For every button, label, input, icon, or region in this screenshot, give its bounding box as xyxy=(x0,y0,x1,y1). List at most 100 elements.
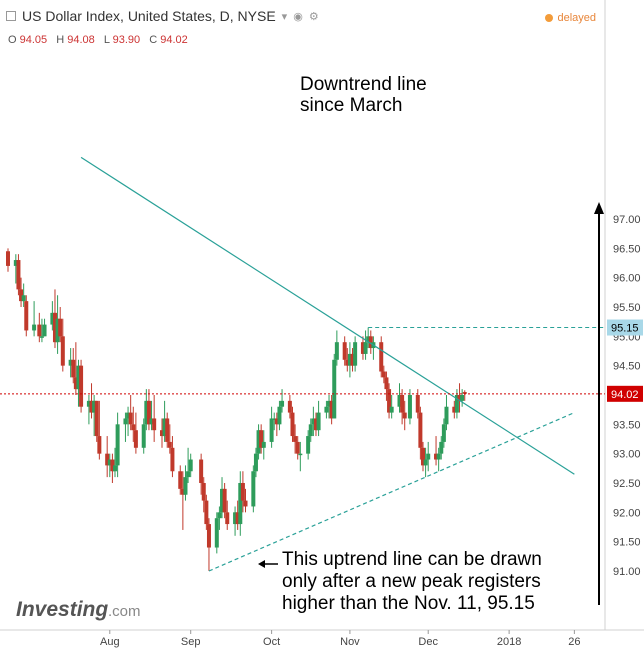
candle-body xyxy=(306,436,311,454)
annotation-uptrend-line2: only after a new peak registers xyxy=(282,571,541,592)
candle-body xyxy=(24,301,29,331)
candle-body xyxy=(439,441,444,454)
candle-body xyxy=(397,394,402,407)
x-tick-label: Dec xyxy=(418,636,438,648)
candle-body xyxy=(462,392,467,394)
high-value: 94.08 xyxy=(67,34,95,46)
candle-body xyxy=(55,318,60,343)
candle-body xyxy=(206,524,211,548)
y-tick-label: 92.00 xyxy=(613,507,641,519)
open-key: O xyxy=(8,34,17,46)
annotation-uptrend-line1: This uptrend line can be drawn xyxy=(282,549,542,570)
candle-body xyxy=(368,336,373,349)
candle-body xyxy=(313,418,318,431)
candle-body xyxy=(201,482,206,501)
candle-body xyxy=(324,406,329,413)
candle-body xyxy=(418,412,423,448)
candle-body xyxy=(37,324,42,337)
annotation-uptrend-line3: higher than the Nov. 11, 95.15 xyxy=(282,593,535,614)
candle-body xyxy=(79,365,84,407)
candle-body xyxy=(214,518,219,548)
candle-body xyxy=(126,412,131,419)
candle-body xyxy=(240,482,245,501)
candle-body xyxy=(420,447,425,466)
candle-body xyxy=(233,512,238,525)
candle-body xyxy=(94,400,99,437)
low-value: 93.90 xyxy=(112,34,141,46)
chevron-down-icon[interactable]: ▾ xyxy=(281,10,288,23)
candle-body xyxy=(86,400,91,407)
candle-body xyxy=(259,430,264,448)
peak-price-tag xyxy=(607,319,643,336)
candle-body xyxy=(426,453,431,460)
candle-body xyxy=(50,312,55,325)
candle-body xyxy=(32,324,37,331)
candle-body xyxy=(251,471,256,507)
candle-body xyxy=(415,394,420,413)
candle-body xyxy=(183,477,188,495)
candle-body xyxy=(454,394,459,413)
x-axis: Aug Sep Oct Nov Dec 2018 26 xyxy=(100,630,580,648)
x-tick-label: Nov xyxy=(340,636,360,648)
delayed-status: delayed xyxy=(545,12,596,24)
candle-body xyxy=(287,400,292,413)
candle-body xyxy=(280,400,285,407)
x-tick-label: Sep xyxy=(181,636,201,648)
delayed-label: delayed xyxy=(557,12,596,24)
candle-body xyxy=(204,500,209,525)
candle-body xyxy=(329,400,334,419)
close-value: 94.02 xyxy=(160,34,188,46)
candle-body xyxy=(58,318,63,337)
candle-body xyxy=(170,447,175,472)
candle-body xyxy=(327,400,332,407)
candle-body xyxy=(366,336,371,343)
ohlc-readout: O 94.05 H 94.08 L 93.90 C 94.02 xyxy=(8,34,194,46)
candle-body xyxy=(178,471,183,489)
pointer-arrow-head xyxy=(258,560,265,568)
collapse-icon[interactable] xyxy=(6,11,16,21)
candle-body xyxy=(381,371,386,378)
y-tick-label: 95.50 xyxy=(613,302,641,314)
candle-body xyxy=(407,394,412,419)
x-tick-label: 26 xyxy=(568,636,580,648)
y-tick-label: 94.50 xyxy=(613,361,641,373)
candle-body xyxy=(238,482,243,525)
annotation-downtrend-line2: since March xyxy=(300,95,402,116)
candle-body xyxy=(274,418,279,425)
candle-body xyxy=(342,342,347,360)
candle-body xyxy=(269,418,274,442)
candle-body xyxy=(272,418,277,420)
candle-body xyxy=(133,430,138,448)
candle-body xyxy=(235,512,240,525)
candle-body xyxy=(290,412,295,437)
candle-body xyxy=(256,430,261,454)
candle-body xyxy=(452,406,457,413)
status-dot-icon xyxy=(545,14,554,22)
investing-logo: Investing .com xyxy=(16,598,141,621)
candle-body xyxy=(105,453,110,466)
eye-icon[interactable]: ◉ xyxy=(293,10,303,23)
candle-body xyxy=(261,441,266,448)
candle-body xyxy=(141,424,146,448)
candle-body xyxy=(444,406,449,425)
y-tick-label: 92.50 xyxy=(613,478,641,490)
candle-body xyxy=(115,424,120,466)
close-key: C xyxy=(149,34,158,46)
candle-body xyxy=(400,394,405,413)
gear-icon[interactable]: ⚙ xyxy=(308,10,319,23)
candle-body xyxy=(71,359,76,378)
candle-body xyxy=(311,418,316,425)
candle-body xyxy=(89,400,94,413)
candle-body xyxy=(363,342,368,354)
candle-body xyxy=(389,406,394,413)
candle-body xyxy=(345,359,350,366)
open-value: 94.05 xyxy=(19,34,48,46)
x-tick-label: 2018 xyxy=(497,636,521,648)
candle-body xyxy=(277,406,282,425)
y-tick-label: 97.00 xyxy=(613,214,641,226)
logo-suffix: .com xyxy=(108,603,141,620)
candle-body xyxy=(152,418,157,431)
candle-body xyxy=(13,260,18,266)
chart-title: US Dollar Index, United States, D, NYSE xyxy=(22,8,276,24)
